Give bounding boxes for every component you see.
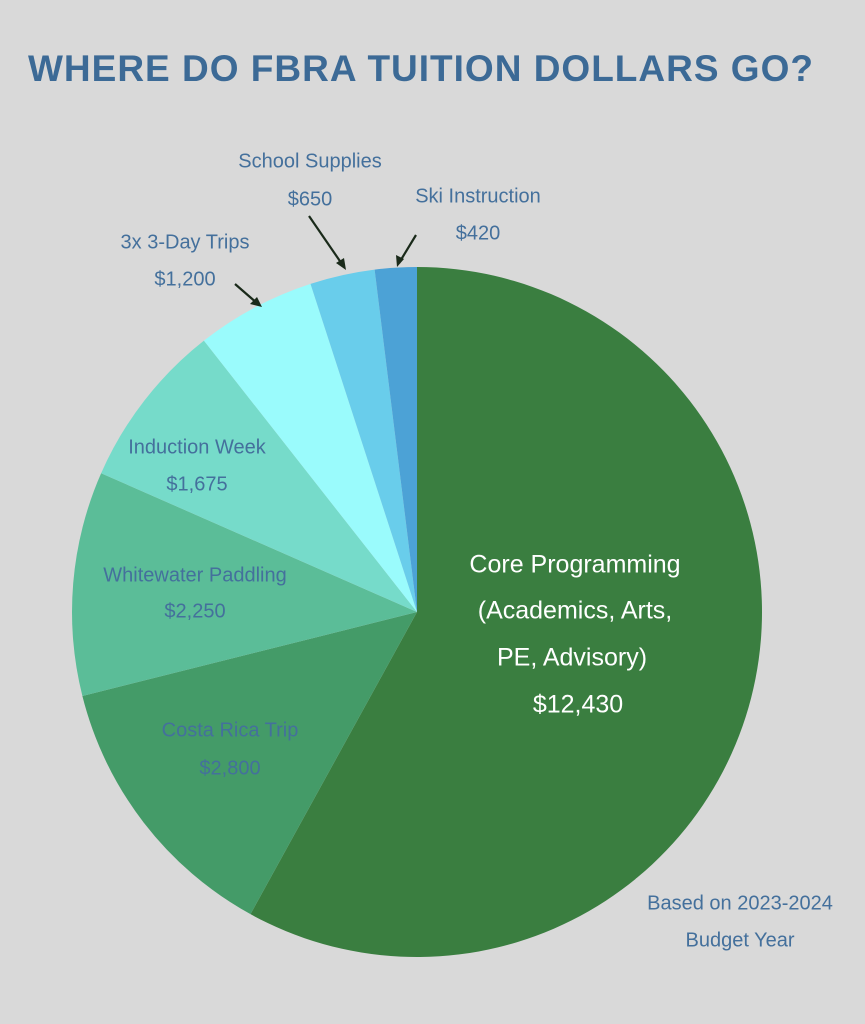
slice-value-ski-instruction: $420	[455, 222, 501, 245]
slice-label-whitewater: Whitewater Paddling	[103, 564, 287, 587]
pie-slice-costa-rica-trip	[82, 612, 417, 915]
arrowhead-school	[336, 258, 346, 270]
slice-value-induction-week: $1,675	[166, 473, 228, 496]
slice-value-costa-rica: $2,800	[199, 757, 261, 780]
slice-label-ski-instruction: Ski Instruction	[415, 185, 541, 208]
arrowhead-ski	[396, 255, 404, 267]
slice-label-core-line3: PE, Advisory)	[496, 643, 648, 672]
pie-slice-whitewater-paddling	[71, 473, 417, 697]
slice-label-induction-week: Induction Week	[128, 436, 266, 459]
pie-slice-school-supplies	[310, 269, 417, 612]
pie-slice-ski-instruction	[374, 267, 417, 612]
slice-label-core-line1: Core Programming	[469, 550, 681, 579]
slice-value-school-supplies: $650	[287, 188, 333, 211]
slice-label-core-line2: (Academics, Arts,	[477, 596, 673, 625]
slice-value-core: $12,430	[532, 690, 624, 719]
chart-title: WHERE DO FBRA TUITION DOLLARS GO?	[28, 48, 814, 89]
arrowhead-trips	[250, 297, 262, 307]
slice-label-trips: 3x 3-Day Trips	[120, 231, 250, 254]
footnote-line2: Budget Year	[685, 929, 795, 952]
pie-slice-induction-week	[101, 340, 418, 612]
slice-label-costa-rica: Costa Rica Trip	[161, 719, 299, 742]
arrow-school	[308, 215, 345, 268]
pie-slice-core-programming-academics-arts-pe-advisory	[250, 267, 763, 957]
slice-value-whitewater: $2,250	[164, 600, 226, 623]
slice-label-school-supplies: School Supplies	[238, 150, 382, 173]
slice-value-trips: $1,200	[154, 268, 216, 291]
footnote-line1: Based on 2023-2024	[647, 892, 833, 915]
pie-slice-3x-3-day-trips	[203, 283, 417, 612]
